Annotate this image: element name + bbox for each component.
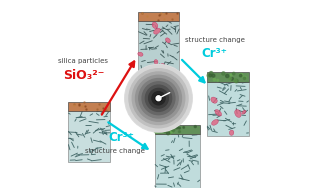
Circle shape [171, 128, 175, 131]
Circle shape [170, 131, 172, 133]
Circle shape [149, 88, 168, 108]
Bar [155, 134, 200, 188]
Circle shape [161, 127, 164, 129]
Ellipse shape [235, 109, 241, 117]
Circle shape [232, 72, 235, 75]
Circle shape [168, 131, 171, 134]
Bar [207, 82, 249, 136]
Circle shape [173, 124, 176, 128]
Circle shape [156, 96, 161, 101]
Circle shape [167, 132, 170, 135]
Ellipse shape [165, 38, 170, 43]
Circle shape [235, 79, 238, 83]
Text: Cr³⁺: Cr³⁺ [202, 47, 228, 60]
Circle shape [209, 72, 213, 75]
Bar [138, 21, 179, 72]
Circle shape [231, 77, 234, 80]
Circle shape [178, 131, 180, 133]
Text: Cr³⁺: Cr³⁺ [108, 131, 134, 144]
Circle shape [159, 125, 162, 128]
Circle shape [136, 75, 181, 121]
Ellipse shape [154, 28, 160, 34]
Circle shape [209, 74, 212, 77]
Ellipse shape [242, 110, 246, 114]
Circle shape [226, 74, 229, 78]
Circle shape [234, 79, 237, 82]
Ellipse shape [230, 130, 234, 135]
Ellipse shape [159, 64, 165, 68]
Circle shape [146, 85, 171, 111]
Circle shape [243, 77, 246, 80]
Circle shape [152, 92, 165, 105]
Circle shape [229, 77, 231, 80]
Circle shape [239, 74, 242, 77]
Ellipse shape [152, 22, 158, 29]
Text: structure change: structure change [85, 148, 145, 154]
Circle shape [217, 79, 219, 81]
Circle shape [155, 95, 162, 101]
Circle shape [168, 126, 170, 129]
Circle shape [230, 74, 232, 76]
Bar [155, 125, 200, 134]
Circle shape [162, 128, 166, 132]
Circle shape [183, 127, 184, 128]
Circle shape [222, 72, 225, 75]
Circle shape [194, 125, 196, 128]
Bar [68, 102, 110, 111]
Circle shape [239, 73, 243, 77]
Circle shape [125, 64, 192, 132]
Ellipse shape [215, 110, 222, 116]
Circle shape [165, 124, 167, 126]
Circle shape [164, 130, 166, 132]
Circle shape [213, 78, 216, 81]
Ellipse shape [154, 60, 158, 64]
Circle shape [142, 82, 175, 115]
Circle shape [176, 126, 178, 129]
Text: silica particles: silica particles [58, 58, 108, 64]
Bar [138, 12, 179, 21]
Text: SiO₃²⁻: SiO₃²⁻ [63, 69, 104, 82]
Circle shape [207, 74, 210, 77]
Text: structure change: structure change [185, 37, 245, 43]
Circle shape [132, 72, 185, 125]
Circle shape [126, 65, 191, 131]
Circle shape [243, 76, 246, 79]
Circle shape [154, 130, 158, 133]
Bar [68, 111, 110, 162]
Circle shape [171, 130, 174, 132]
Circle shape [178, 127, 180, 129]
Ellipse shape [211, 119, 218, 125]
Ellipse shape [211, 97, 217, 103]
Circle shape [139, 79, 178, 118]
Circle shape [212, 74, 215, 77]
Bar [207, 72, 249, 82]
Ellipse shape [138, 52, 143, 56]
Circle shape [129, 69, 188, 128]
